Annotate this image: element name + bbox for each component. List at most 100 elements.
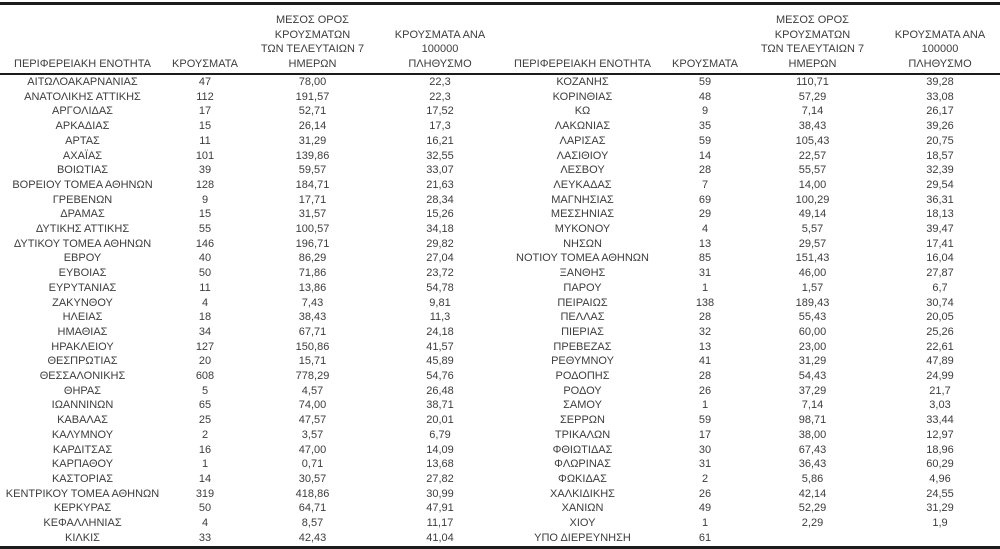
avg7-cell: 7,43 xyxy=(301,296,324,309)
col-header-avg7: ΜΕΣΟΣ ΟΡΟΣ ΚΡΟΥΣΜΑΤΩΝ ΤΩΝ ΤΕΛΕΥΤΑΙΩΝ 7 Η… xyxy=(745,5,880,75)
region-cell: ΚΕΝΤΡΙΚΟΥ ΤΟΜΕΑ ΑΘΗΝΩΝ xyxy=(5,487,160,500)
avg7-cell: 150,86 xyxy=(295,340,330,353)
table-row: ΛΕΥΚΑΔΑΣ 7 14,00 29,54 xyxy=(500,178,1000,193)
table-row: ΑΝΑΤΟΛΙΚΗΣ ΑΤΤΙΚΗΣ 112 191,57 22,3 xyxy=(0,90,500,105)
region-cell: ΗΛΕΙΑΣ xyxy=(62,311,103,324)
region-cell: ΕΥΒΟΙΑΣ xyxy=(58,267,107,280)
avg7-cell: 7,14 xyxy=(801,105,824,118)
cases-cell: 33 xyxy=(198,531,212,544)
avg7-cell: 78,00 xyxy=(298,76,327,88)
cases-cell: 1 xyxy=(701,281,709,294)
per100k-cell: 14,09 xyxy=(426,443,454,456)
table-row: ΛΑΡΙΣΑΣ 59 105,43 20,75 xyxy=(500,134,1000,149)
avg7-cell: 196,71 xyxy=(295,237,330,250)
avg7-cell: 52,71 xyxy=(298,105,327,118)
cases-cell: 34 xyxy=(198,325,212,338)
region-cell: ΚΑΣΤΟΡΙΑΣ xyxy=(51,472,114,485)
table-row: ΔΥΤΙΚΗΣ ΑΤΤΙΚΗΣ 55 100,57 34,18 xyxy=(0,222,500,237)
table-row: ΓΡΕΒΕΝΩΝ 9 17,71 28,34 xyxy=(0,193,500,208)
avg7-cell: 31,29 xyxy=(798,355,827,368)
region-cell: ΥΠΟ ΔΙΕΡΕΥΝΗΣΗ xyxy=(534,531,631,544)
table-row: ΚΑΣΤΟΡΙΑΣ 14 30,57 27,82 xyxy=(0,472,500,487)
per100k-cell: 41,57 xyxy=(426,340,454,353)
per100k-cell: 31,29 xyxy=(926,502,954,515)
table-body-right: ΚΟΖΑΝΗΣ 59 110,71 39,28 ΚΟΡΙΝΘΙΑΣ 48 57,29 33,0… xyxy=(500,74,1000,546)
avg7-cell: 1,57 xyxy=(801,281,824,294)
per100k-cell: 23,72 xyxy=(426,267,454,280)
table-row: ΔΥΤΙΚΟΥ ΤΟΜΕΑ ΑΘΗΝΩΝ 146 196,71 29,82 xyxy=(0,237,500,252)
table-row: ΑΧΑΪΑΣ 101 139,86 32,55 xyxy=(0,149,500,164)
cases-cell: 4 xyxy=(201,296,209,309)
region-cell: ΚΑΛΥΜΝΟΥ xyxy=(51,428,114,441)
table-row: ΝΗΣΩΝ 13 29,57 17,41 xyxy=(500,237,1000,252)
avg7-cell: 86,29 xyxy=(298,252,327,265)
avg7-cell: 184,71 xyxy=(295,178,330,191)
region-cell: ΛΑΚΩΝΙΑΣ xyxy=(554,120,611,133)
cases-cell: 25 xyxy=(198,414,212,427)
region-cell: ΤΡΙΚΑΛΩΝ xyxy=(554,428,611,441)
avg7-cell: 418,86 xyxy=(295,487,330,500)
cases-cell: 13 xyxy=(698,237,712,250)
col-header-region: ΠΕΡΙΦΕΡΕΙΑΚΗ ΕΝΟΤΗΤΑ xyxy=(0,5,165,75)
avg7-cell xyxy=(745,531,880,546)
avg7-cell: 74,00 xyxy=(298,399,327,412)
per100k-cell: 21,63 xyxy=(426,178,454,191)
per100k-cell: 36,31 xyxy=(926,193,954,206)
cases-cell: 15 xyxy=(198,208,212,221)
region-cell: ΚΕΦΑΛΛΗΝΙΑΣ xyxy=(43,517,122,530)
region-cell: ΔΥΤΙΚΟΥ ΤΟΜΕΑ ΑΘΗΝΩΝ xyxy=(13,237,152,250)
avg7-cell: 22,57 xyxy=(798,149,827,162)
table-row: ΑΡΓΟΛΙΔΑΣ 17 52,71 17,52 xyxy=(0,104,500,119)
per100k-cell: 21,7 xyxy=(929,384,951,397)
per100k-cell: 15,26 xyxy=(426,208,454,221)
cases-cell: 28 xyxy=(698,164,712,177)
cases-cell: 127 xyxy=(195,340,215,353)
avg7-cell: 4,57 xyxy=(301,384,324,397)
table-row: ΕΥΒΟΙΑΣ 50 71,86 23,72 xyxy=(0,266,500,281)
per100k-cell: 33,07 xyxy=(426,164,454,177)
cases-cell: 20 xyxy=(198,355,212,368)
region-cell: ΑΡΤΑΣ xyxy=(65,134,100,147)
per100k-cell: 22,61 xyxy=(926,340,954,353)
table-row: ΡΟΔΟΥ 26 37,29 21,7 xyxy=(500,384,1000,399)
table-row: ΖΑΚΥΝΘΟΥ 4 7,43 9,81 xyxy=(0,296,500,311)
region-cell: ΠΡΕΒΕΖΑΣ xyxy=(553,340,612,353)
avg7-cell: 49,14 xyxy=(798,208,827,221)
region-cell: ΑΝΑΤΟΛΙΚΗΣ ΑΤΤΙΚΗΣ xyxy=(24,90,141,103)
region-cell: ΗΜΑΘΙΑΣ xyxy=(57,325,108,338)
cases-cell: 28 xyxy=(698,311,712,324)
avg7-cell: 55,57 xyxy=(798,164,827,177)
table-row: ΕΒΡΟΥ 40 86,29 27,04 xyxy=(0,251,500,266)
table-row: ΚΟΡΙΝΘΙΑΣ 48 57,29 33,08 xyxy=(500,90,1000,105)
table-row: ΥΠΟ ΔΙΕΡΕΥΝΗΣΗ 61 xyxy=(500,531,1000,546)
table-row: ΛΑΣΙΘΙΟΥ 14 22,57 18,57 xyxy=(500,149,1000,164)
avg7-cell: 2,29 xyxy=(801,517,824,530)
avg7-cell: 26,14 xyxy=(298,120,327,133)
per100k-cell: 26,48 xyxy=(426,384,454,397)
cases-cell: 55 xyxy=(198,223,212,236)
col-header-region: ΠΕΡΙΦΕΡΕΙΑΚΗ ΕΝΟΤΗΤΑ xyxy=(500,5,665,75)
region-cell: ΔΡΑΜΑΣ xyxy=(60,208,105,221)
avg7-cell: 100,57 xyxy=(295,223,330,236)
per100k-cell: 54,78 xyxy=(426,281,454,294)
avg7-cell: 37,29 xyxy=(798,384,827,397)
per100k-cell: 29,82 xyxy=(426,237,454,250)
avg7-cell: 46,00 xyxy=(798,267,827,280)
avg7-cell: 71,86 xyxy=(298,267,327,280)
avg7-cell: 5,86 xyxy=(801,472,824,485)
per100k-cell: 29,54 xyxy=(926,178,954,191)
per100k-cell xyxy=(880,531,1000,546)
cases-cell: 2 xyxy=(201,428,209,441)
cases-cell: 4 xyxy=(201,517,209,530)
region-cell: ΜΕΣΣΗΝΙΑΣ xyxy=(550,208,615,221)
table-row: ΔΡΑΜΑΣ 15 31,57 15,26 xyxy=(0,207,500,222)
per100k-cell: 1,9 xyxy=(932,517,948,530)
cases-cell: 17 xyxy=(698,428,712,441)
cases-cell: 59 xyxy=(698,414,712,427)
per100k-cell: 6,7 xyxy=(932,281,948,294)
cases-cell: 112 xyxy=(196,90,214,103)
table-row: ΚΑΒΑΛΑΣ 25 47,57 20,01 xyxy=(0,413,500,428)
cases-cell: 48 xyxy=(698,90,712,103)
per100k-cell: 18,13 xyxy=(926,208,954,221)
region-cell: ΠΑΡΟΥ xyxy=(563,281,602,294)
